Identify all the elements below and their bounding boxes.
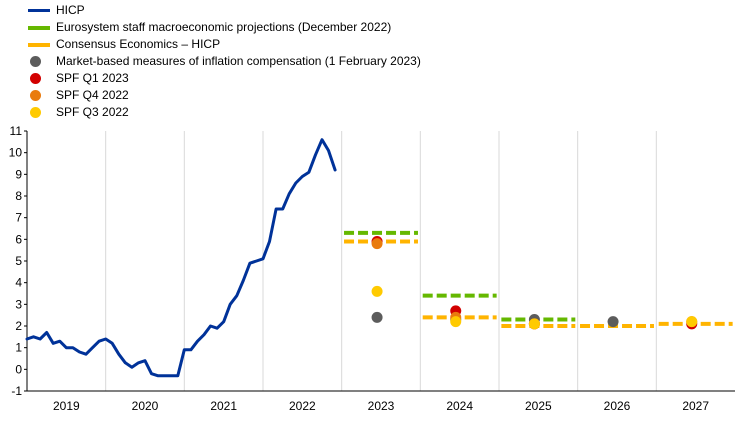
x-tick-label: 2027 xyxy=(682,399,709,413)
y-tick-label: 5 xyxy=(15,254,22,268)
x-tick-label: 2023 xyxy=(368,399,395,413)
y-tick-label: 0 xyxy=(15,362,22,376)
legend-item-hicp: HICP xyxy=(28,2,421,19)
legend-item-market: Market-based measures of inflation compe… xyxy=(28,53,421,70)
point-spf-q3-2022 xyxy=(450,316,462,328)
x-tick-label: 2022 xyxy=(289,399,316,413)
legend-label: Consensus Economics – HICP xyxy=(56,37,221,51)
x-tick-label: 2024 xyxy=(446,399,473,413)
y-tick-label: 4 xyxy=(15,276,22,290)
series-points xyxy=(371,236,698,330)
y-tick-label: 7 xyxy=(15,211,22,225)
x-tick-label: 2019 xyxy=(53,399,80,413)
legend-item-spf-q4-2022: SPF Q4 2022 xyxy=(28,87,421,104)
y-tick-label: 9 xyxy=(15,167,22,181)
point-spf-q3-2022 xyxy=(528,318,540,330)
chart-legend: HICP Eurosystem staff macroeconomic proj… xyxy=(28,2,421,121)
y-axis-ticks: -1 0 1 2 3 4 5 6 7 8 9 10 11 xyxy=(9,124,27,398)
legend-item-consensus: Consensus Economics – HICP xyxy=(28,36,421,53)
legend-swatch xyxy=(28,104,50,121)
projection-dashes xyxy=(344,230,733,328)
axes xyxy=(26,131,735,392)
legend-swatch xyxy=(28,2,50,19)
y-tick-label: 2 xyxy=(15,319,22,333)
legend-label: SPF Q3 2022 xyxy=(56,105,129,119)
legend-swatch xyxy=(28,87,50,104)
legend-item-spf-q3-2022: SPF Q3 2022 xyxy=(28,104,421,121)
y-tick-label: 10 xyxy=(9,146,23,160)
legend-swatch xyxy=(28,36,50,53)
legend-label: SPF Q4 2022 xyxy=(56,88,129,102)
y-tick-label: 3 xyxy=(15,297,22,311)
legend-label: HICP xyxy=(56,3,85,17)
point-market-based-measures-of-inflation-compensation-1-february-2023 xyxy=(607,316,619,328)
y-tick-label: 6 xyxy=(15,232,22,246)
legend-label: Market-based measures of inflation compe… xyxy=(56,54,421,68)
x-tick-label: 2026 xyxy=(604,399,631,413)
legend-item-eurosystem: Eurosystem staff macroeconomic projectio… xyxy=(28,19,421,36)
x-tick-label: 2020 xyxy=(132,399,159,413)
legend-swatch xyxy=(28,70,50,87)
grid-lines xyxy=(105,131,657,391)
y-tick-label: 1 xyxy=(15,341,22,355)
y-tick-label: -1 xyxy=(11,384,22,398)
legend-item-spf-q1-2023: SPF Q1 2023 xyxy=(28,70,421,87)
legend-label: Eurosystem staff macroeconomic projectio… xyxy=(56,20,392,34)
point-spf-q3-2022 xyxy=(686,316,698,328)
legend-swatch xyxy=(28,19,50,36)
y-tick-label: 8 xyxy=(15,189,22,203)
point-spf-q4-2022 xyxy=(371,238,383,250)
point-spf-q3-2022 xyxy=(371,285,383,297)
x-axis-ticks: 2019 2020 2021 2022 2023 2024 2025 2026 2027 xyxy=(53,399,709,413)
y-tick-label: 11 xyxy=(10,124,23,138)
legend-swatch xyxy=(28,53,50,70)
series-lines xyxy=(25,138,337,378)
series-line-hicp xyxy=(25,138,337,378)
point-market-based-measures-of-inflation-compensation-1-february-2023 xyxy=(371,311,383,323)
x-tick-label: 2025 xyxy=(525,399,552,413)
legend-label: SPF Q1 2023 xyxy=(56,71,129,85)
x-tick-label: 2021 xyxy=(210,399,237,413)
